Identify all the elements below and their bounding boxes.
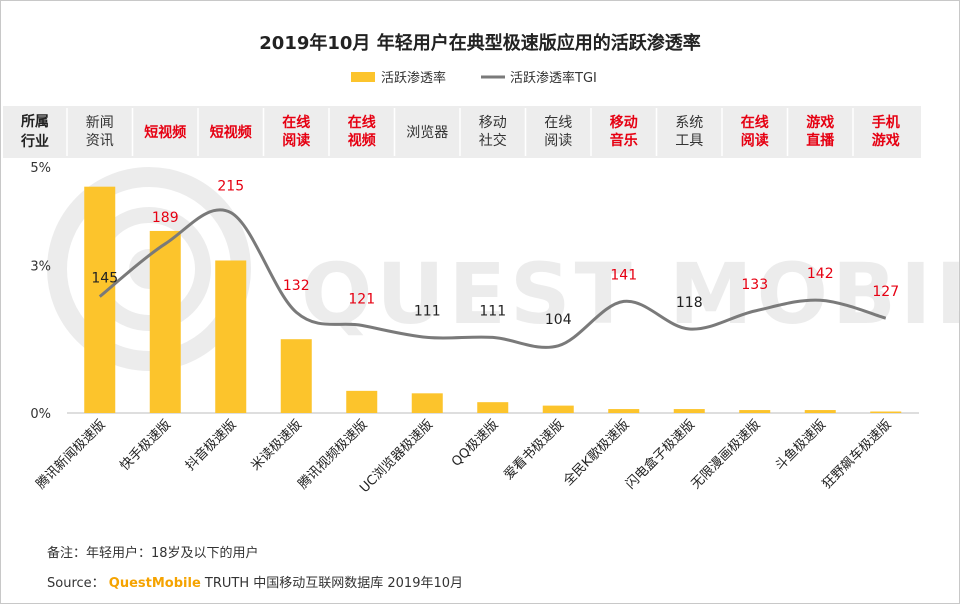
- industry-cell-label: 视频: [348, 132, 376, 149]
- tgi-data-labels: 145 189 215 132 121 111 111 104 141 118 133 142 127: [91, 179, 899, 328]
- industry-cell-label: 社交: [479, 132, 507, 149]
- x-tick-label: 腾讯新闻极速版: [33, 417, 109, 493]
- bar: [608, 409, 640, 413]
- watermark: QUEST MOBILE: [47, 167, 959, 371]
- bar: [84, 186, 116, 413]
- watermark-text: QUEST MOBILE: [301, 245, 959, 343]
- tgi-data-label: 189: [152, 210, 179, 226]
- tgi-data-label: 118: [676, 295, 703, 311]
- tgi-data-label: 111: [414, 303, 441, 319]
- x-tick-label: 快手极速版: [117, 417, 174, 474]
- industry-cell-label: 游戏: [872, 132, 900, 149]
- bar: [346, 390, 378, 413]
- x-tick-label: 抖音极速版: [182, 417, 239, 474]
- bar: [870, 411, 902, 413]
- tgi-data-label: 132: [283, 278, 310, 294]
- bar: [542, 405, 574, 413]
- y-tick-label: 5%: [30, 161, 51, 176]
- tgi-data-label: 141: [610, 267, 637, 283]
- footnote: 备注：年轻用户：18岁及以下的用户: [47, 546, 259, 561]
- x-tick-label: 米读极速版: [248, 417, 305, 474]
- tgi-data-label: 133: [741, 277, 768, 293]
- source-brand: QuestMobile: [108, 576, 201, 591]
- x-tick-label: 无限漫画极速版: [689, 417, 764, 492]
- industry-cell-label: 阅读: [282, 132, 310, 149]
- legend-bar-label: 活跃渗透率: [381, 70, 446, 86]
- industry-cell-label: 工具: [675, 133, 703, 149]
- industry-header-band: [3, 106, 921, 158]
- industry-cell-label: 短视频: [144, 124, 186, 141]
- x-tick-label: 斗鱼极速版: [772, 417, 829, 474]
- header-label-line2: 行业: [20, 133, 49, 150]
- bar: [149, 230, 181, 413]
- industry-cell-label: 手机: [872, 114, 900, 131]
- industry-cell-label: 资讯: [86, 133, 114, 149]
- x-tick-label: 狂野飙车极速版: [819, 417, 895, 493]
- tgi-data-label: 127: [872, 284, 899, 300]
- industry-cell-label: 阅读: [544, 132, 572, 149]
- legend-line-label: 活跃渗透率TGI: [510, 70, 597, 86]
- tgi-data-label: 215: [217, 179, 244, 195]
- tgi-data-label: 145: [91, 271, 118, 287]
- header-label-line1: 所属: [21, 113, 49, 130]
- y-axis: 0% 3% 5%: [30, 161, 51, 422]
- tgi-data-label: 142: [807, 266, 834, 282]
- industry-cell-label: 系统: [675, 115, 703, 131]
- industry-cell-label: 短视频: [210, 124, 252, 141]
- industry-cell-label: 音乐: [610, 132, 638, 149]
- source-rest: TRUTH 中国移动互联网数据库 2019年10月: [204, 576, 464, 591]
- bar: [673, 409, 705, 413]
- bar: [215, 260, 247, 413]
- tgi-data-label: 111: [479, 303, 506, 319]
- bar: [280, 339, 312, 413]
- industry-cell-label: 游戏: [806, 114, 834, 131]
- y-tick-label: 0%: [30, 407, 51, 422]
- chart-title: 2019年10月 年轻用户在典型极速版应用的活跃渗透率: [259, 32, 700, 54]
- bar: [739, 410, 771, 413]
- source-line: Source： QuestMobile TRUTH 中国移动互联网数据库 201…: [47, 572, 463, 591]
- industry-cell-label: 移动: [479, 115, 507, 131]
- bar: [411, 393, 443, 413]
- bar-series: [84, 186, 902, 413]
- bar: [804, 410, 836, 413]
- industry-cell-label: 浏览器: [406, 125, 448, 141]
- industry-cell-label: 在线: [282, 114, 310, 131]
- x-tick-label: QQ极速版: [449, 417, 502, 470]
- industry-cell-label: 直播: [806, 132, 835, 149]
- industry-cell-label: 新闻: [86, 115, 114, 131]
- tgi-line-series: [98, 208, 887, 349]
- industry-cell-label: 在线: [348, 114, 376, 131]
- legend-bar-swatch: [351, 72, 375, 82]
- industry-cell-label: 在线: [544, 115, 572, 131]
- industry-cell-label: 在线: [741, 114, 769, 131]
- industry-cell-label: 阅读: [741, 132, 769, 149]
- industry-cell-label: 移动: [610, 114, 638, 131]
- y-tick-label: 3%: [30, 259, 51, 274]
- x-tick-label: 爱看书极速版: [501, 417, 567, 483]
- tgi-line: [98, 208, 887, 349]
- x-tick-label: 腾讯视频极速版: [295, 417, 371, 493]
- x-tick-label: 全民K歌极速版: [560, 417, 633, 490]
- bar: [477, 402, 509, 413]
- tgi-data-label: 121: [348, 291, 375, 307]
- x-tick-label: 闪电盒子极速版: [622, 417, 698, 493]
- tgi-data-label: 104: [545, 312, 572, 328]
- chart-svg: QUEST MOBILE 2019年10月 年轻用户在典型极速版应用的活跃渗透率…: [3, 32, 959, 497]
- source-prefix: Source：: [47, 576, 105, 591]
